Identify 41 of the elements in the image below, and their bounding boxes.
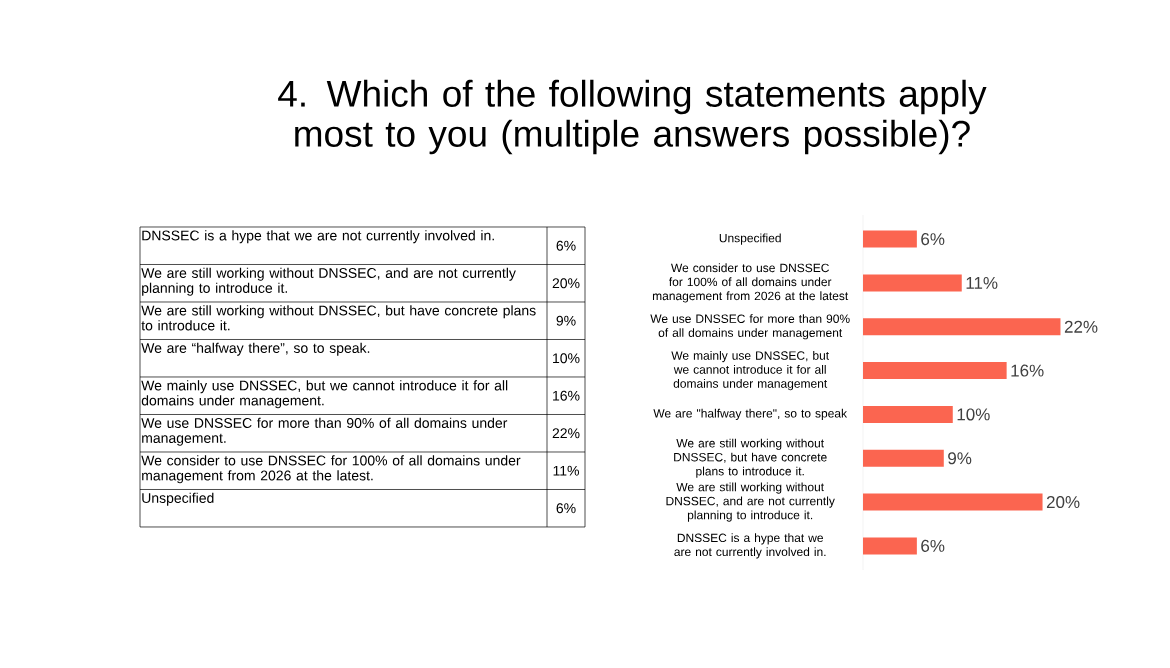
data-label: 22% xyxy=(552,428,580,439)
category-label: Unspecified xyxy=(142,492,214,506)
data-label: 10% xyxy=(553,353,580,364)
category-label: We are still working without DNSSEC, and are not currently planning to introduce it. xyxy=(141,267,516,296)
data-label: 11% xyxy=(966,276,998,289)
y-tick-label: We use DNSSEC for more than 90% of all domains under management xyxy=(650,314,850,340)
bar xyxy=(863,449,944,467)
bar xyxy=(863,318,1061,336)
data-label: 6% xyxy=(556,240,576,251)
bar xyxy=(863,274,962,292)
text: 4. Which of the following statements apply most to you (multiple answers possible)? xyxy=(278,79,987,155)
category-label: We consider to use DNSSEC for 100% of all domains under management from 2026 at the latest. xyxy=(141,455,521,484)
category-label: We mainly use DNSSEC, but we cannot introduce it for all domains under management. xyxy=(141,380,508,409)
data-label: 11% xyxy=(553,465,579,476)
y-tick-label: We are "halfway there", so to speak xyxy=(653,408,848,420)
y-tick-label: We consider to use DNSSEC for 100% of all domains under management from 2026 at the latest xyxy=(652,263,849,303)
bar xyxy=(863,405,953,423)
data-label: 6% xyxy=(556,503,576,514)
data-label: 10% xyxy=(957,408,990,421)
bar xyxy=(863,230,917,248)
data-label: 16% xyxy=(553,390,580,401)
data-label: 6% xyxy=(921,539,945,552)
y-tick-label: DNSSEC is a hype that we are not currently involved in. xyxy=(674,533,826,559)
data-label: 22% xyxy=(1064,320,1098,333)
category-label: We are still working without DNSSEC, but have concrete plans to introduce it. xyxy=(141,305,536,331)
y-tick-label: Unspecified xyxy=(719,233,781,245)
category-label: DNSSEC is a hype that we are not currently involved in. xyxy=(142,230,494,244)
data-label: 9% xyxy=(556,315,576,326)
category-label: We are “halfway there”, so to speak. xyxy=(141,342,370,356)
data-label: 20% xyxy=(1046,496,1080,509)
bar xyxy=(863,537,917,555)
y-tick-label: We mainly use DNSSEC, but we cannot introduce it for all domains under management xyxy=(671,350,830,391)
bar xyxy=(863,493,1043,511)
category-label: We use DNSSEC for more than 90% of all domains under management. xyxy=(141,417,508,446)
data-label: 16% xyxy=(1011,364,1044,377)
bar xyxy=(863,362,1007,380)
data-label: 6% xyxy=(921,233,945,246)
y-tick-label: We are still working without DNSSEC, and are not currently planning to introduce it. xyxy=(666,482,835,522)
data-label: 20% xyxy=(552,278,580,289)
y-tick-label: We are still working without DNSSEC, but have concrete plans to introduce it. xyxy=(674,438,827,478)
data-label: 9% xyxy=(948,452,972,465)
